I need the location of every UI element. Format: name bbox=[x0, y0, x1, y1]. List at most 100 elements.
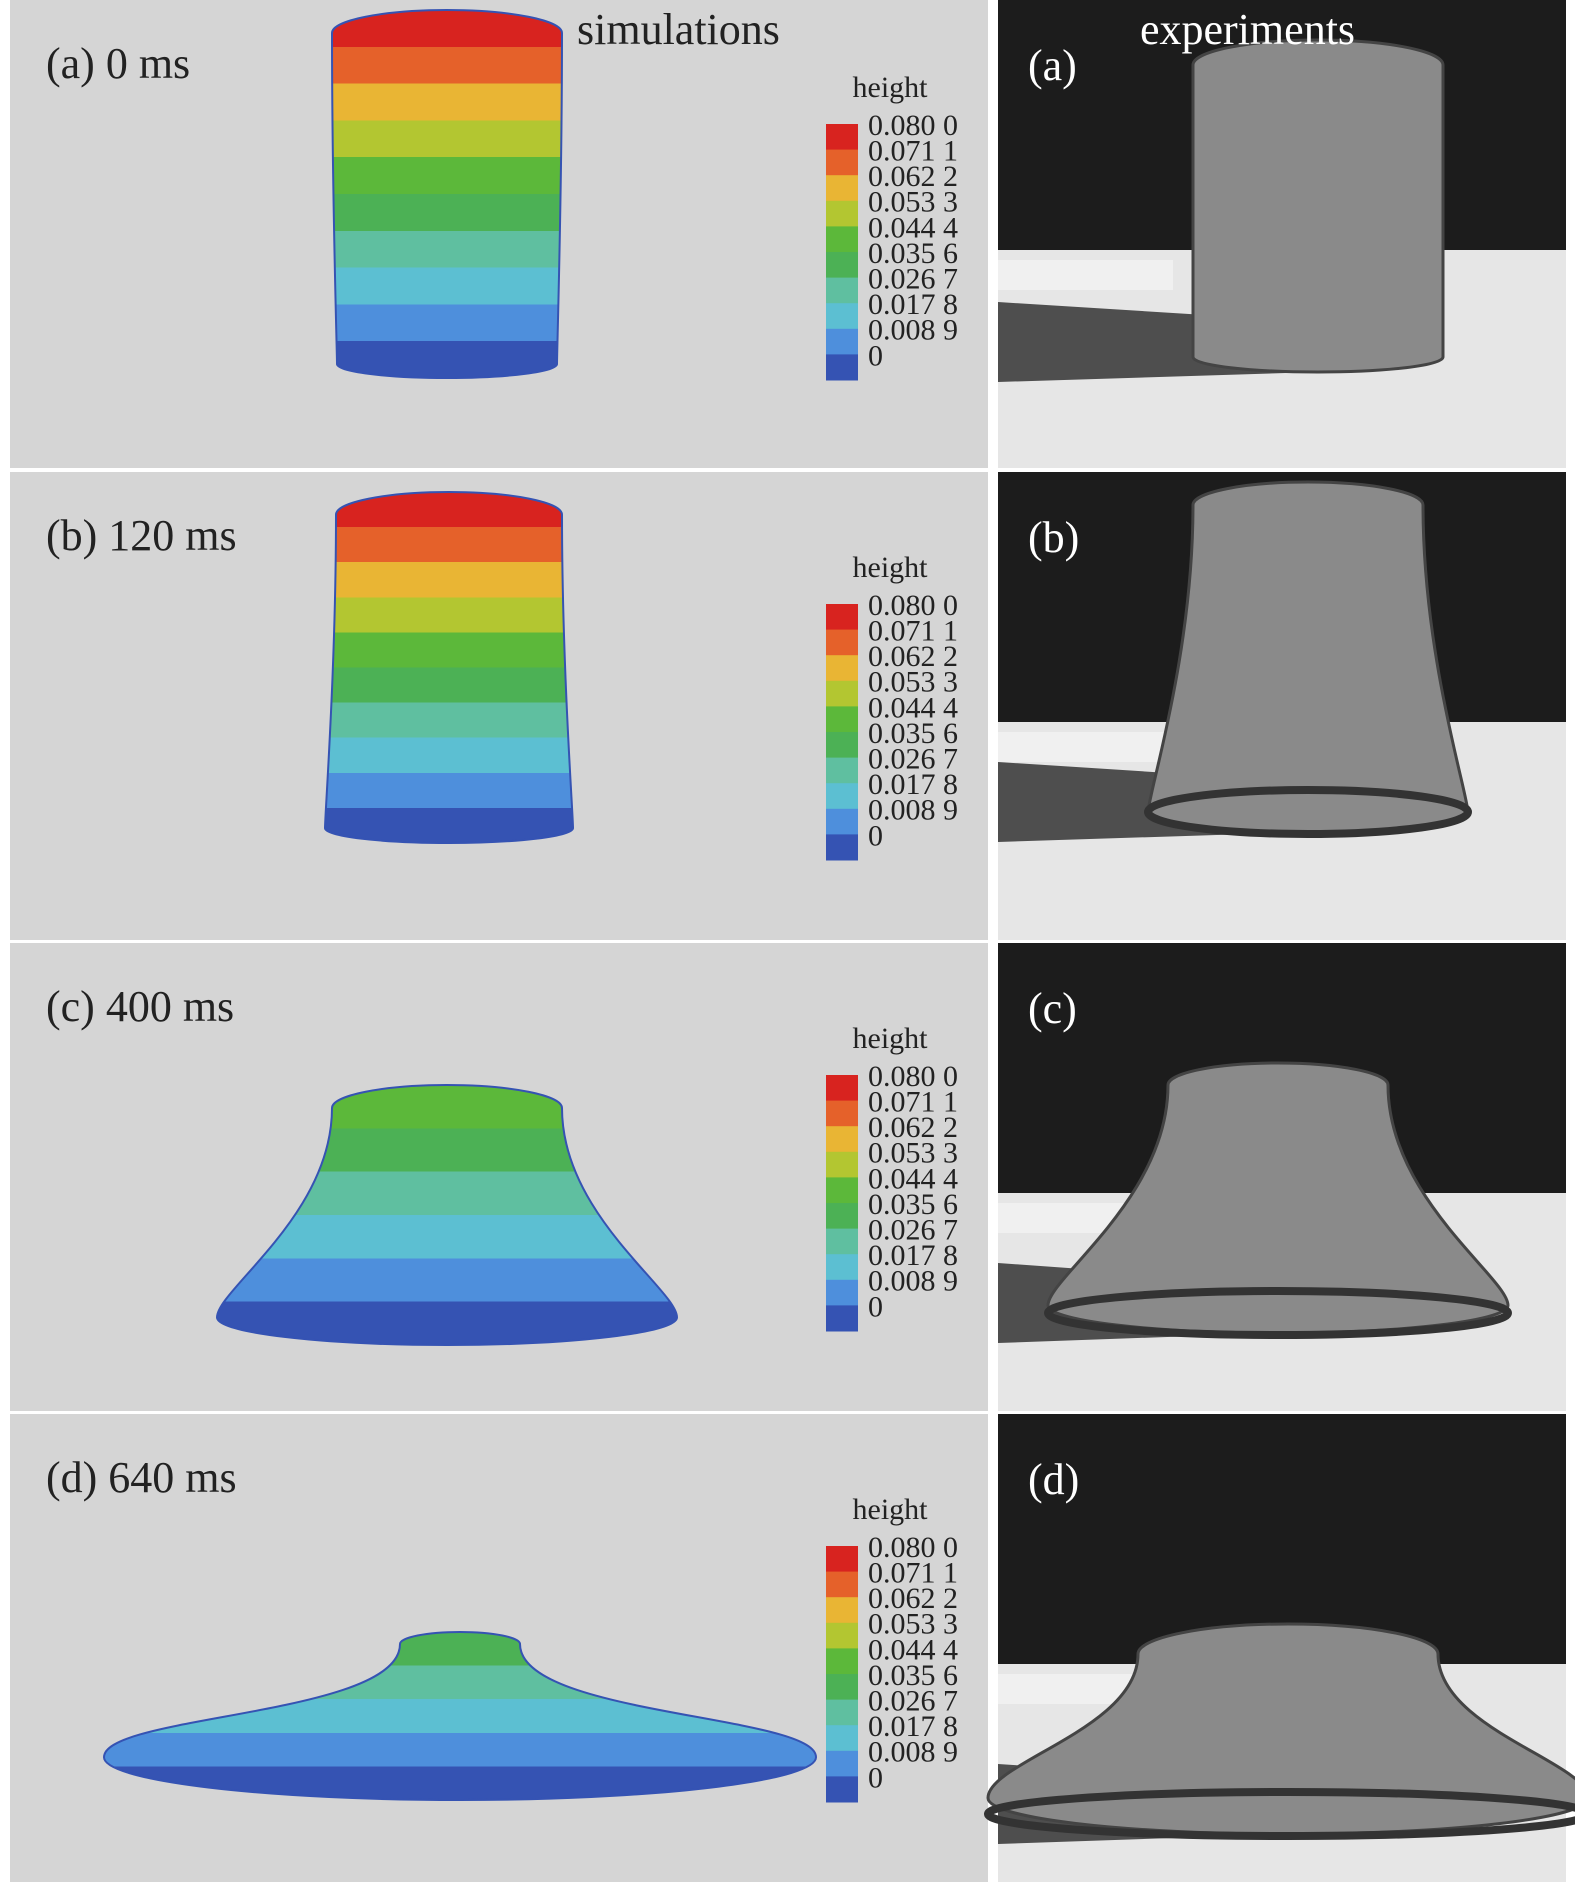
colorbar-band bbox=[826, 1228, 858, 1255]
colorbar-label: 0.026 7 bbox=[868, 262, 958, 295]
colorbar-band bbox=[826, 1203, 858, 1230]
colorbar-label: 0.044 4 bbox=[868, 691, 958, 724]
colorbar-band bbox=[826, 1254, 858, 1281]
colorbar-label: 0 bbox=[868, 339, 883, 372]
colorbar-label: 0 bbox=[868, 1761, 883, 1794]
colorbar-band bbox=[826, 1546, 858, 1573]
experiment-label: (b) bbox=[1028, 513, 1079, 562]
colorbar-label: 0.008 9 bbox=[868, 314, 958, 347]
colorbar-band bbox=[826, 1151, 858, 1178]
colorbar-band bbox=[826, 1776, 858, 1803]
simulation-label: (a) 0 ms bbox=[46, 39, 190, 88]
colorbar-label: 0.035 6 bbox=[868, 717, 958, 750]
colorbar-band bbox=[826, 1648, 858, 1675]
colorbar-title: height bbox=[853, 551, 929, 584]
colorbar-label: 0.026 7 bbox=[868, 1213, 958, 1246]
colorbar-label: 0.035 6 bbox=[868, 1659, 958, 1692]
colorbar-label: 0.062 2 bbox=[868, 160, 958, 193]
ring bbox=[1044, 1287, 1512, 1339]
colorbar-band bbox=[826, 706, 858, 733]
colorbar-label: 0.035 6 bbox=[868, 237, 958, 270]
simulation-label: (d) 640 ms bbox=[46, 1453, 237, 1502]
colorbar-band bbox=[826, 680, 858, 707]
colorbar-label: 0.017 8 bbox=[868, 1710, 958, 1743]
experiment-panel: (a) experiments bbox=[998, 0, 1566, 468]
colorbar-label: 0.080 0 bbox=[868, 1531, 958, 1564]
colorbar-band bbox=[826, 604, 858, 631]
support-bar bbox=[998, 260, 1173, 290]
experiment-label: (d) bbox=[1028, 1455, 1079, 1504]
colorbar-band bbox=[826, 277, 858, 304]
simulations-header: simulations bbox=[577, 5, 780, 54]
colorbar-band bbox=[826, 655, 858, 682]
colorbar-label: 0.071 1 bbox=[868, 614, 958, 647]
colorbar-title: height bbox=[853, 71, 929, 104]
colorbar-label: 0.071 1 bbox=[868, 1085, 958, 1118]
colorbar-label: 0.080 0 bbox=[868, 1060, 958, 1093]
colorbar-band bbox=[826, 1075, 858, 1102]
ring bbox=[1144, 786, 1472, 838]
simulation-label: (c) 400 ms bbox=[46, 982, 234, 1031]
colorbar-band bbox=[826, 629, 858, 656]
colorbar-band bbox=[826, 757, 858, 784]
colorbar-label: 0.026 7 bbox=[868, 742, 958, 775]
colorbar-label: 0.008 9 bbox=[868, 794, 958, 827]
colorbar-label: 0.062 2 bbox=[868, 1582, 958, 1615]
simulation-label: (b) 120 ms bbox=[46, 511, 237, 560]
colorbar-band bbox=[826, 1674, 858, 1701]
colorbar-label: 0.062 2 bbox=[868, 1111, 958, 1144]
colorbar-band bbox=[826, 808, 858, 835]
colorbar-label: 0.017 8 bbox=[868, 768, 958, 801]
colorbar-label: 0.080 0 bbox=[868, 109, 958, 142]
colorbar-label: 0.053 3 bbox=[868, 1608, 958, 1641]
colorbar-band bbox=[826, 1597, 858, 1624]
colorbar-band bbox=[826, 1571, 858, 1598]
sample bbox=[1146, 480, 1470, 834]
particle-body bbox=[323, 491, 575, 844]
colorbar-label: 0.062 2 bbox=[868, 640, 958, 673]
experiment-label: (c) bbox=[1028, 984, 1077, 1033]
colorbar-band bbox=[826, 1699, 858, 1726]
colorbar-label: 0.008 9 bbox=[868, 1736, 958, 1769]
experiment-panel: (c) bbox=[998, 943, 1566, 1411]
particle-body bbox=[330, 9, 564, 379]
experiment-panel: (b) bbox=[998, 472, 1566, 940]
colorbar-band bbox=[826, 328, 858, 355]
experiments-header: experiments bbox=[1140, 5, 1355, 54]
colorbar-label: 0.044 4 bbox=[868, 211, 958, 244]
colorbar-band bbox=[826, 354, 858, 381]
colorbar-label: 0 bbox=[868, 1290, 883, 1323]
colorbar-band bbox=[826, 1177, 858, 1204]
colorbar-band bbox=[826, 834, 858, 861]
colorbar-title: height bbox=[853, 1022, 929, 1055]
colorbar-band bbox=[826, 1279, 858, 1306]
particle-body bbox=[102, 1631, 818, 1801]
colorbar-band bbox=[826, 226, 858, 253]
colorbar-label: 0.071 1 bbox=[868, 1556, 958, 1589]
colorbar-label: 0.035 6 bbox=[868, 1188, 958, 1221]
colorbar-band bbox=[826, 1725, 858, 1752]
colorbar-label: 0.053 3 bbox=[868, 186, 958, 219]
colorbar-label: 0.071 1 bbox=[868, 134, 958, 167]
colorbar-label: 0 bbox=[868, 819, 883, 852]
colorbar-band bbox=[826, 1750, 858, 1777]
experiment-label: (a) bbox=[1028, 41, 1077, 90]
colorbar-label: 0.026 7 bbox=[868, 1684, 958, 1717]
colorbar-label: 0.008 9 bbox=[868, 1265, 958, 1298]
colorbar-label: 0.017 8 bbox=[868, 288, 958, 321]
colorbar-label: 0.080 0 bbox=[868, 589, 958, 622]
colorbar-band bbox=[826, 1305, 858, 1332]
sample bbox=[1191, 38, 1445, 374]
colorbar-band bbox=[826, 732, 858, 759]
colorbar-band bbox=[826, 303, 858, 330]
colorbar-label: 0.044 4 bbox=[868, 1633, 958, 1666]
colorbar-band bbox=[826, 175, 858, 202]
colorbar-band bbox=[826, 149, 858, 176]
colorbar-band bbox=[826, 783, 858, 810]
colorbar-band bbox=[826, 1126, 858, 1153]
simulation-panel: (c) 400 ms height 0.080 00.071 10.062 2 0.0… bbox=[10, 943, 988, 1411]
colorbar-band bbox=[826, 1100, 858, 1127]
colorbar-label: 0.044 4 bbox=[868, 1162, 958, 1195]
